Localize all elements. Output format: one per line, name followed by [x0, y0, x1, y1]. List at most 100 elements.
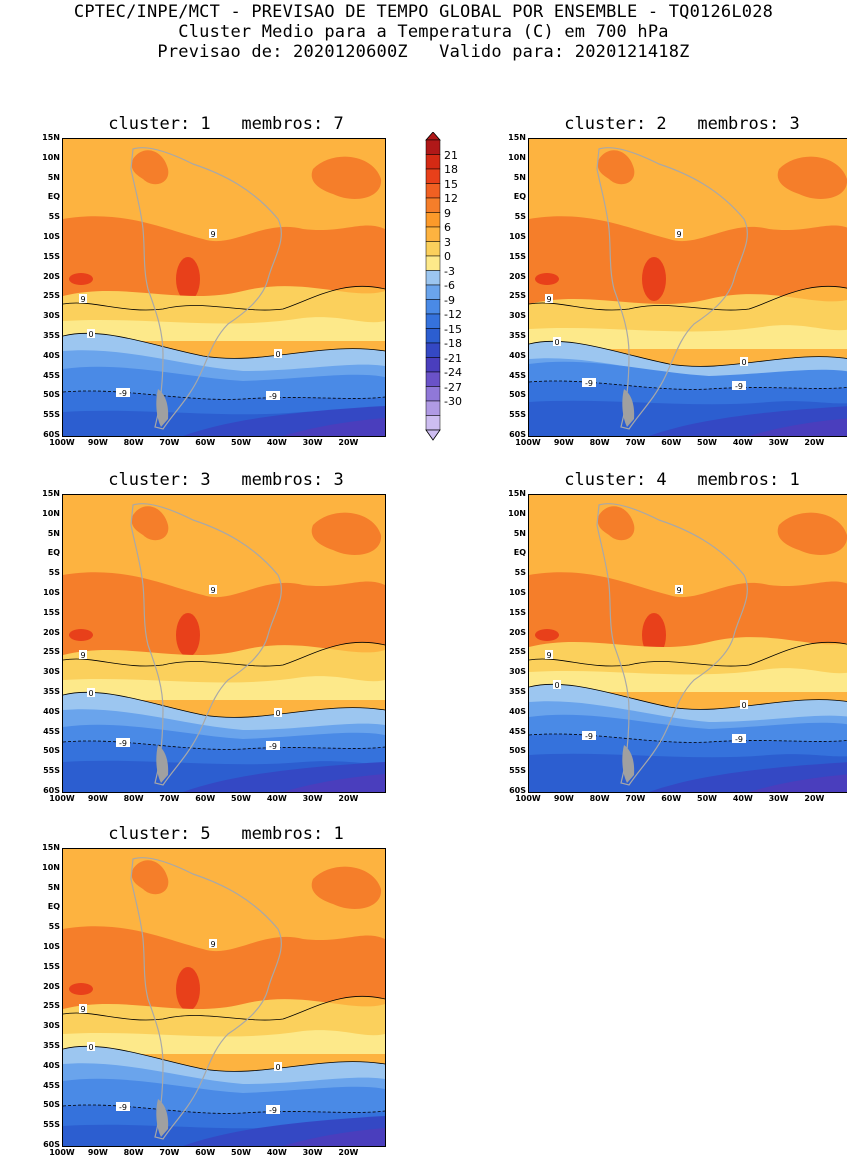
coastline: [130, 503, 282, 786]
colorbar-label: 15: [444, 177, 458, 191]
warm-blob: [311, 866, 382, 909]
warm-blob: [597, 150, 635, 185]
cluster-title-1: cluster: 1 membros: 7: [108, 114, 344, 134]
svg-text:-9: -9: [585, 379, 593, 388]
lon-label: 20W: [338, 794, 359, 803]
lat-label: 55S: [43, 766, 60, 776]
colorbar-label: 9: [444, 206, 451, 220]
contour-label: -9: [732, 381, 746, 391]
lat-label: 5S: [514, 212, 526, 222]
title-line-2: Cluster Medio para a Temperatura (C) em …: [178, 22, 669, 42]
lat-label: 25S: [509, 291, 526, 301]
lon-label: 50W: [231, 794, 251, 803]
contour-label: -9: [266, 391, 280, 401]
hot-core: [69, 629, 93, 641]
colorbar-label: 12: [444, 192, 458, 205]
cold-band: [283, 1128, 385, 1146]
cold-contour: [63, 1104, 385, 1114]
lat-label: 15S: [509, 607, 526, 617]
colorbar-label: -30: [444, 395, 462, 408]
lon-label: 50W: [697, 438, 717, 447]
colorbar-label: 3: [444, 235, 451, 249]
lon-label: 50W: [231, 438, 251, 447]
contour-label: -9: [116, 738, 130, 748]
lat-label: 30S: [43, 667, 60, 677]
cluster-map-4: 9 9 0 0 -9 -9: [528, 494, 847, 793]
warm-band: [529, 216, 847, 311]
contour-label: -9: [582, 731, 596, 741]
contour-label: 0: [740, 700, 748, 710]
contour-label: 0: [740, 357, 748, 367]
lat-label: 5N: [47, 882, 60, 892]
lat-label: 30S: [43, 1021, 60, 1031]
lat-label: 50S: [43, 1100, 60, 1110]
colorbar-label: 18: [444, 163, 458, 176]
lon-label: 90W: [87, 438, 108, 447]
colorbar-label: -18: [444, 337, 462, 350]
patagonia-land: [156, 389, 169, 427]
colorbar-label: -3: [444, 264, 455, 278]
lon-label: 80W: [123, 794, 144, 803]
warm-blob: [311, 512, 382, 555]
lon-label: 80W: [123, 438, 144, 447]
contour-label: 9: [675, 585, 683, 595]
svg-text:9: 9: [80, 1005, 85, 1014]
lon-label: 40W: [266, 794, 287, 803]
lat-label: 5S: [514, 568, 526, 578]
svg-text:0: 0: [741, 358, 746, 367]
warm-contour: [63, 285, 385, 311]
colorbar-swatch: [425, 212, 441, 228]
lon-label: 60W: [195, 1148, 216, 1157]
colorbar-swatch: [425, 386, 441, 402]
lat-label: 10S: [509, 232, 526, 241]
warm-contour: [529, 285, 847, 311]
lat-label: 40S: [43, 1060, 60, 1070]
lon-label: 40W: [732, 438, 753, 447]
cold-contour: [529, 733, 847, 743]
colorbar-swatch: [425, 241, 441, 257]
lon-label: 20W: [338, 438, 359, 447]
lat-label: 50S: [509, 746, 526, 756]
patagonia-land: [622, 745, 635, 783]
lat-label: EQ: [513, 548, 526, 558]
svg-text:9: 9: [210, 940, 215, 949]
lon-label: 60W: [661, 794, 682, 803]
lon-label: 30W: [302, 438, 323, 447]
colorbar-arrow-top: [425, 132, 441, 141]
lat-label: 10N: [508, 152, 526, 162]
cluster-title-3: cluster: 3 membros: 3: [108, 470, 344, 490]
warm-blob: [311, 156, 382, 199]
cold-band: [749, 774, 847, 792]
svg-text:-9: -9: [119, 1103, 127, 1112]
colorbar-swatch: [425, 255, 441, 271]
contour-label: 9: [545, 294, 553, 304]
colorbar-swatch: [425, 299, 441, 315]
lat-label: 5S: [48, 922, 60, 932]
temperature-field: 9 9 0 0 -9 -9: [63, 849, 385, 1146]
colorbar-swatch: [425, 313, 441, 329]
lat-label: 40S: [509, 706, 526, 716]
lat-label: 50S: [43, 746, 60, 756]
lon-label: 90W: [553, 794, 574, 803]
lon-label: 20W: [338, 1148, 359, 1157]
lat-label: 40S: [43, 706, 60, 716]
contour-label: 9: [209, 939, 217, 949]
lat-label: 15N: [508, 489, 526, 498]
colorbar-swatch: [425, 415, 441, 431]
lat-label: 20S: [43, 981, 60, 991]
cluster-map-2: 9 9 0 0 -9 -9: [528, 138, 847, 437]
lat-label: 35S: [43, 1041, 60, 1050]
colorbar-swatch: [425, 197, 441, 213]
colorbar-label: -15: [444, 322, 462, 336]
lat-label: 25S: [43, 291, 60, 301]
lat-label: 50S: [43, 390, 60, 400]
lat-label: 10S: [509, 588, 526, 597]
lat-label: 35S: [509, 331, 526, 340]
lon-label: 70W: [625, 794, 646, 803]
colorbar-arrow-bottom: [425, 429, 441, 441]
temperature-field: 9 9 0 0 -9 -9: [529, 495, 847, 792]
warm-blob: [131, 506, 169, 541]
cold-band: [283, 418, 385, 436]
cluster-title-5: cluster: 5 membros: 1: [108, 824, 344, 844]
lat-label: 10S: [43, 942, 60, 951]
